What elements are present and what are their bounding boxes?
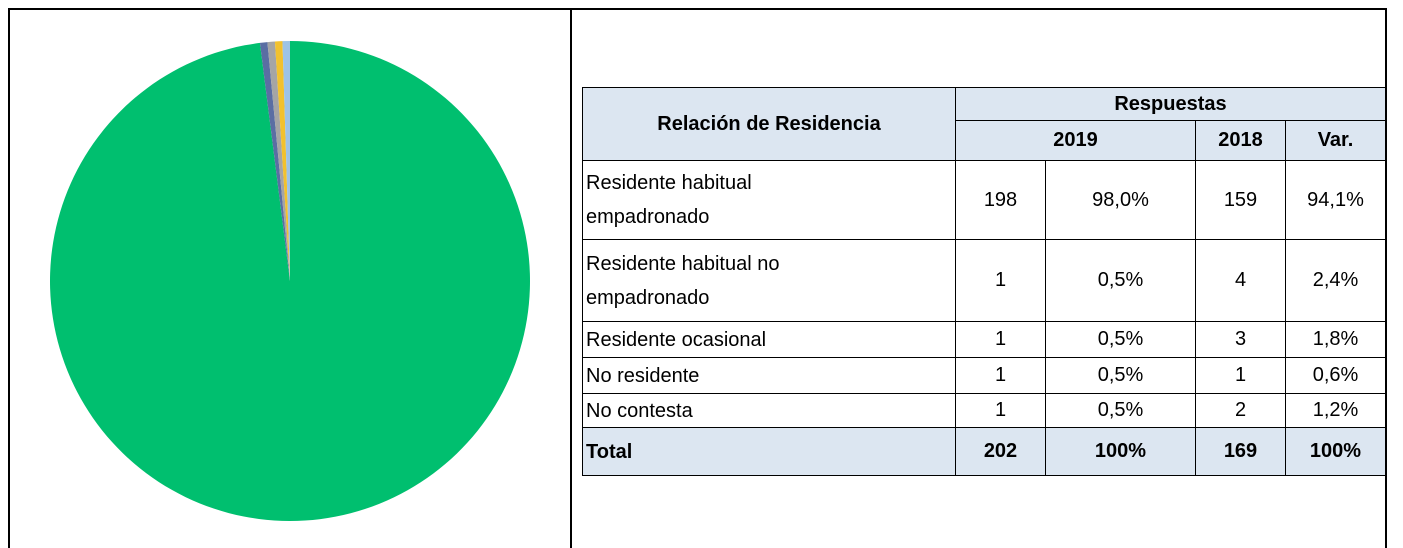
row-value: 2,4% — [1286, 240, 1386, 322]
row-value: 1,8% — [1286, 322, 1386, 358]
row-value: 1 — [1196, 358, 1286, 394]
row-label: No residente — [583, 358, 956, 394]
row-value: 1 — [956, 358, 1046, 394]
total-value: 100% — [1286, 428, 1386, 476]
pie-slice — [282, 41, 290, 281]
frame-top — [8, 8, 1387, 10]
row-value: 0,5% — [1046, 358, 1196, 394]
row-label: Residente habitual empadronado — [583, 161, 956, 240]
row-value: 1 — [956, 394, 1046, 428]
row-value: 0,5% — [1046, 322, 1196, 358]
table-border — [582, 87, 1387, 88]
pie-slice — [267, 41, 290, 281]
row-value: 0,5% — [1046, 394, 1196, 428]
row-value: 0,6% — [1286, 358, 1386, 394]
pie-chart — [49, 41, 531, 521]
row-value: 0,5% — [1046, 240, 1196, 322]
row-value: 1,2% — [1286, 394, 1386, 428]
total-value: 100% — [1046, 428, 1196, 476]
row-label: No contesta — [583, 394, 956, 428]
row-value: 98,0% — [1046, 161, 1196, 240]
header-group: Respuestas — [956, 88, 1386, 121]
row-label: Residente ocasional — [583, 322, 956, 358]
total-label: Total — [583, 428, 956, 476]
header-year: 2018 — [1196, 121, 1286, 161]
frame-middle — [570, 8, 572, 548]
row-value: 198 — [956, 161, 1046, 240]
row-value: 1 — [956, 322, 1046, 358]
row-value: 159 — [1196, 161, 1286, 240]
pie-slice — [259, 42, 290, 282]
row-value: 3 — [1196, 322, 1286, 358]
frame-right — [1385, 8, 1387, 548]
row-value: 94,1% — [1286, 161, 1386, 240]
row-value: 2 — [1196, 394, 1286, 428]
header-var: Var. — [1286, 121, 1386, 161]
row-value: 1 — [956, 240, 1046, 322]
pie-slice — [274, 41, 290, 282]
total-value: 202 — [956, 428, 1046, 476]
table-border — [582, 88, 583, 476]
frame-left — [8, 8, 10, 548]
total-value: 169 — [1196, 428, 1286, 476]
header-year: 2019 — [956, 121, 1196, 161]
row-label: Residente habitual no empadronado — [583, 240, 956, 322]
row-value: 4 — [1196, 240, 1286, 322]
header-title: Relación de Residencia — [583, 88, 956, 161]
